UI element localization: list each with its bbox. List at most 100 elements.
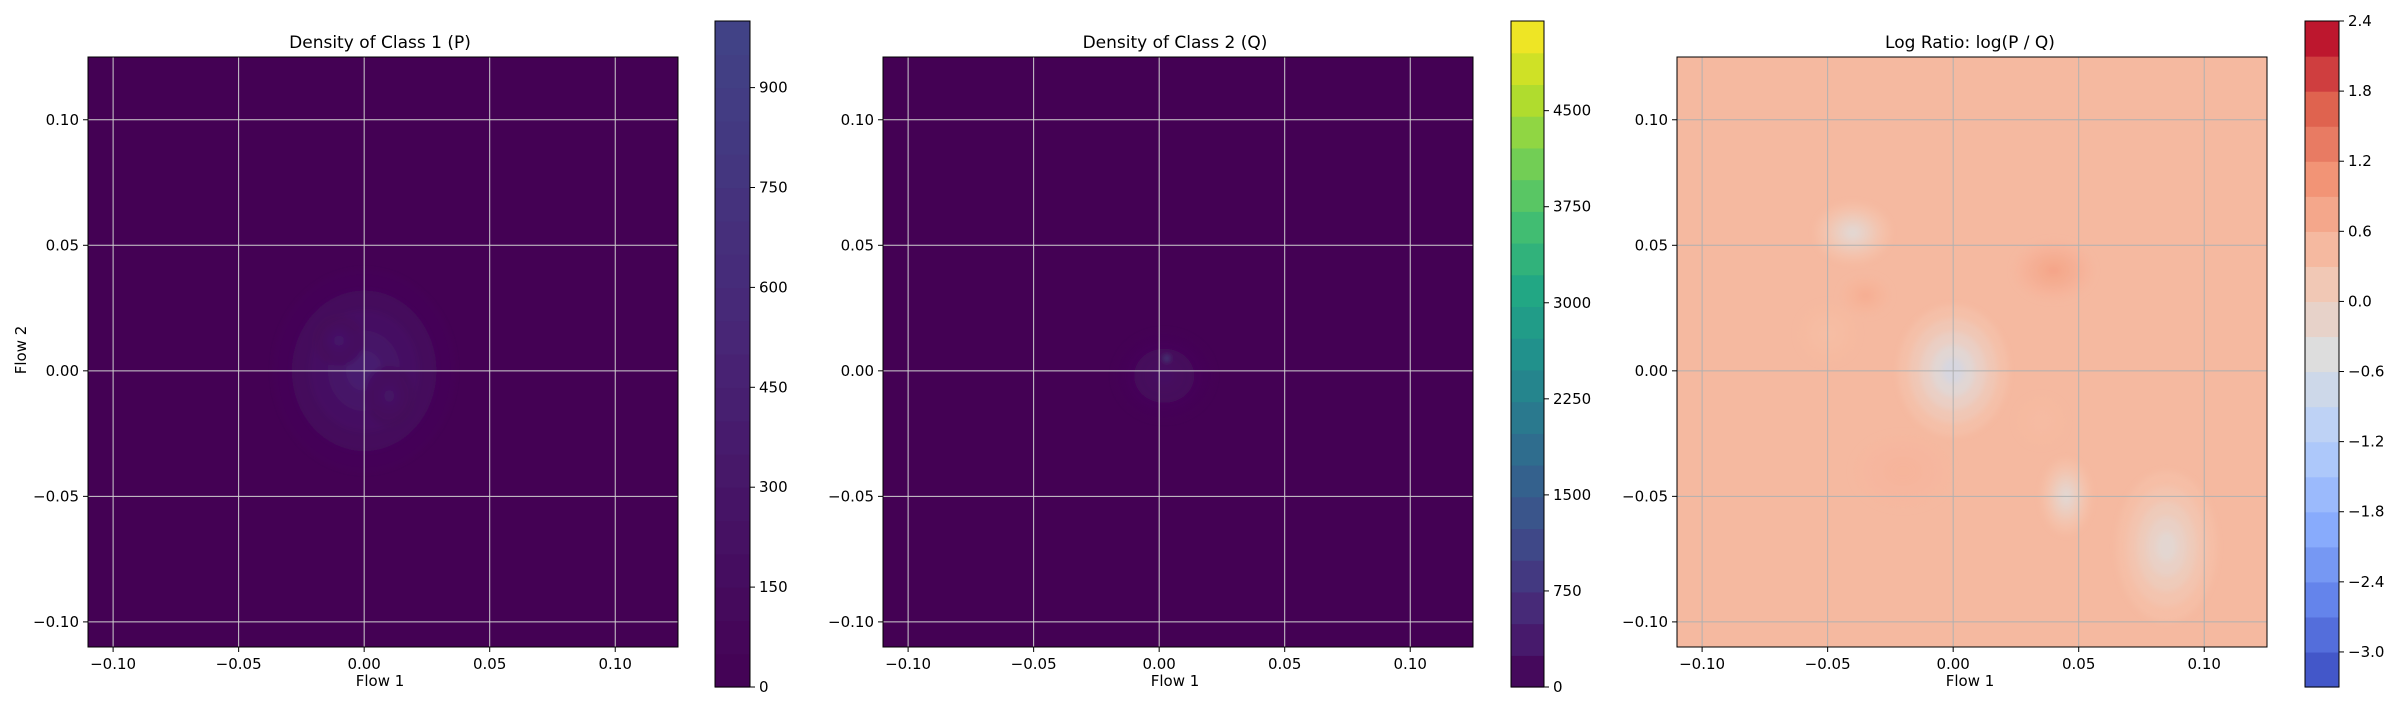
density-blob <box>334 335 345 346</box>
density-blob <box>1860 291 1871 300</box>
colorbar-level <box>2305 301 2339 338</box>
x-axis-label: Flow 1 <box>356 672 405 690</box>
chart-title: Log Ratio: log(P / Q) <box>1885 33 2055 53</box>
colorbar-tick-label: 1.8 <box>2348 82 2372 100</box>
colorbar-level <box>1511 433 1544 466</box>
y-tick-label: 0.10 <box>841 111 874 129</box>
colorbar: 0 150 300 450 600 750 900 <box>714 20 788 696</box>
x-axis-label: Flow 1 <box>1151 672 1200 690</box>
colorbar-tick-label: 1500 <box>1553 486 1591 504</box>
colorbar-level <box>715 254 750 288</box>
colorbar-tick-label: 300 <box>759 478 788 496</box>
density-blob <box>2156 531 2177 562</box>
x-tick-label: 0.00 <box>1142 655 1175 673</box>
x-tick-label: 0.05 <box>1268 655 1301 673</box>
colorbar-tick-label: 0 <box>759 678 769 696</box>
colorbar-tick-label: −3.0 <box>2348 643 2384 661</box>
x-tick-label: −0.10 <box>885 655 931 673</box>
colorbar-level <box>715 54 750 89</box>
chart-title: Density of Class 1 (P) <box>289 33 471 53</box>
colorbar-level <box>1511 147 1544 181</box>
colorbar-tick-label: 750 <box>759 179 788 197</box>
colorbar-level <box>715 620 750 655</box>
colorbar-frame <box>2304 20 2340 688</box>
colorbar-level <box>715 21 750 55</box>
colorbar-level <box>1511 465 1544 498</box>
y-tick-label: 0.00 <box>1635 362 1668 380</box>
x-tick-label: −0.05 <box>1805 655 1851 673</box>
colorbar-level <box>2305 91 2339 127</box>
colorbar-tick-label: 900 <box>759 79 788 97</box>
colorbar-level <box>1511 21 1544 54</box>
x-axis-label: Flow 1 <box>1946 672 1995 690</box>
colorbar-level <box>1511 338 1544 371</box>
colorbar-level <box>2305 336 2339 373</box>
x-tick-label: −0.10 <box>90 655 136 673</box>
y-tick-label: −0.10 <box>1622 613 1668 631</box>
colorbar-level <box>715 387 750 422</box>
chart-title: Density of Class 2 (Q) <box>1083 33 1268 53</box>
colorbar-tick-label: −2.4 <box>2348 573 2384 591</box>
colorbar-level <box>1511 306 1544 339</box>
colorbar-level <box>1511 655 1544 688</box>
x-tick-label: 0.10 <box>2188 655 2221 673</box>
colorbar-tick-label: −0.6 <box>2348 363 2384 381</box>
colorbar-level <box>2305 196 2339 232</box>
colorbar-level <box>715 120 750 155</box>
density-blob <box>1845 226 1861 239</box>
colorbar-level <box>715 87 750 122</box>
y-tick-label: −0.05 <box>33 487 79 505</box>
density-blob <box>1154 366 1175 385</box>
colorbar-level <box>2305 266 2339 303</box>
chart-panel-density-p: Density of Class 1 (P) Flow 1 Flow 2 −0.… <box>12 20 788 696</box>
colorbar-level <box>1511 401 1544 434</box>
colorbar-tick-label: −1.8 <box>2348 503 2384 521</box>
x-tick-label: 0.00 <box>347 655 380 673</box>
plot-frame <box>87 56 679 648</box>
colorbar-tick-label: 600 <box>759 278 788 296</box>
colorbar-level <box>2305 651 2339 688</box>
colorbar-tick-label: 0 <box>1553 678 1563 696</box>
colorbar-level <box>1511 84 1544 117</box>
colorbar-tick-label: 2.4 <box>2348 12 2372 30</box>
colorbar-level <box>1511 369 1544 403</box>
colorbar: −3.0 −2.4 −1.8 −1.2 −0.6 0.0 0.6 1.2 1.8 2.4 <box>2304 12 2384 688</box>
colorbar: 0 750 1500 2250 3000 3750 4500 <box>1510 20 1591 696</box>
colorbar-tick-label: 2250 <box>1553 390 1591 408</box>
plot-frame <box>1676 56 2268 648</box>
colorbar-tick-label: 0.0 <box>2348 292 2372 310</box>
colorbar-level <box>1511 560 1544 593</box>
y-tick-label: 0.05 <box>46 236 79 254</box>
colorbar-level <box>1511 528 1544 561</box>
colorbar-tick-label: 750 <box>1553 582 1582 600</box>
colorbar-tick-label: 3000 <box>1553 294 1591 312</box>
colorbar-tick-label: 450 <box>759 378 788 396</box>
colorbar-level <box>715 220 750 255</box>
y-tick-label: 0.05 <box>1635 236 1668 254</box>
colorbar-level <box>715 420 750 455</box>
density-blob <box>384 389 395 402</box>
colorbar-tick-label: 0.6 <box>2348 222 2372 240</box>
x-tick-label: −0.05 <box>1011 655 1057 673</box>
y-tick-label: −0.10 <box>33 613 79 631</box>
x-tick-label: 0.10 <box>1394 655 1427 673</box>
colorbar-tick-label: 1.2 <box>2348 152 2372 170</box>
colorbar-level <box>2305 21 2339 57</box>
y-tick-label: −0.05 <box>828 487 874 505</box>
x-tick-label: −0.05 <box>216 655 262 673</box>
colorbar-level <box>715 553 750 588</box>
colorbar-level <box>2305 56 2339 92</box>
colorbar-level <box>2305 546 2339 583</box>
x-tick-label: 0.00 <box>1936 655 1969 673</box>
y-tick-label: 0.10 <box>46 111 79 129</box>
colorbar-tick-label: −1.2 <box>2348 433 2384 451</box>
chart-panel-density-q: Density of Class 2 (Q) Flow 1 −0.10 −0.05… <box>828 20 1591 696</box>
colorbar-level <box>1511 52 1544 86</box>
colorbar-level <box>2305 441 2339 478</box>
colorbar-level <box>2305 616 2339 653</box>
colorbar-level <box>1511 623 1544 656</box>
colorbar-level <box>1511 243 1544 276</box>
x-tick-label: −0.10 <box>1679 655 1725 673</box>
y-tick-label: −0.05 <box>1622 487 1668 505</box>
